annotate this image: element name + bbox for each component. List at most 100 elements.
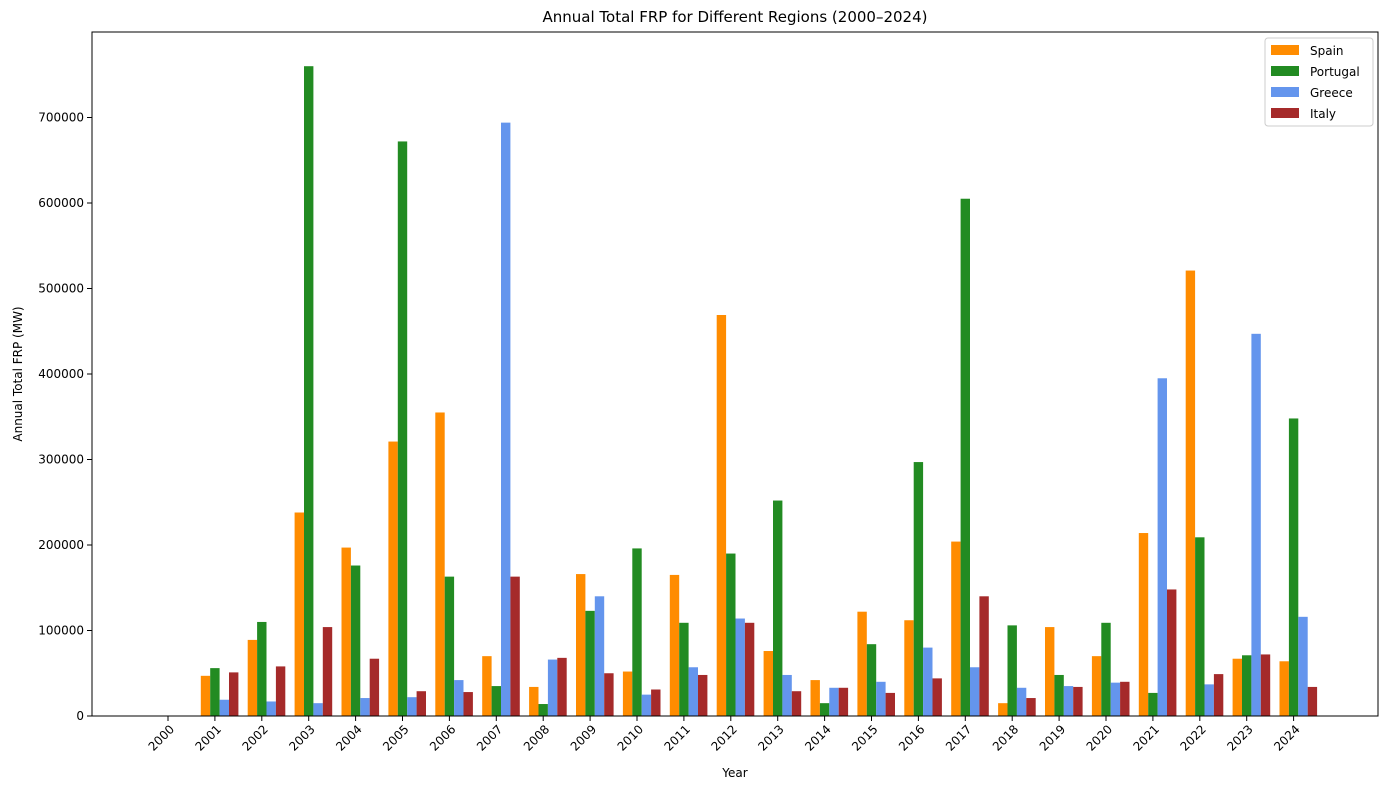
x-axis-label: Year	[721, 766, 747, 780]
bars-group	[200, 66, 1318, 717]
bar-greece-2019	[1063, 686, 1074, 716]
bar-greece-2011	[688, 667, 698, 716]
bar-spain-2016	[904, 620, 914, 716]
bar-greece-2001	[219, 699, 229, 716]
bar-italy-2011	[698, 674, 708, 716]
bar-portugal-2001	[210, 668, 220, 716]
x-tick-label: 2002	[239, 722, 270, 753]
bar-greece-2007	[501, 122, 511, 716]
bar-spain-2011	[669, 574, 680, 716]
bar-italy-2003	[322, 627, 333, 716]
bar-italy-2018	[1026, 698, 1036, 716]
legend-label-greece: Greece	[1310, 86, 1353, 100]
bar-italy-2005	[416, 691, 426, 716]
bar-greece-2006	[454, 680, 464, 716]
bar-spain-2005	[388, 441, 398, 716]
y-tick-label: 200000	[38, 538, 84, 552]
legend: Spain Portugal Greece Italy	[1264, 37, 1374, 127]
bar-portugal-2013	[773, 500, 783, 716]
bar-greece-2003	[313, 703, 323, 716]
bar-greece-2005	[407, 697, 417, 716]
bar-greece-2014	[829, 687, 839, 716]
bar-italy-2021	[1167, 589, 1177, 716]
bar-italy-2016	[932, 678, 942, 716]
bar-spain-2006	[435, 412, 445, 716]
x-tick-label: 2009	[568, 722, 599, 753]
chart-title: Annual Total FRP for Different Regions (…	[543, 8, 928, 26]
x-tick-label: 2006	[427, 722, 458, 753]
bar-greece-2015	[876, 681, 886, 716]
plot-frame	[91, 31, 1379, 717]
bar-italy-2004	[369, 658, 380, 716]
x-tick-label: 2000	[146, 722, 177, 753]
x-tick-label: 2016	[896, 722, 927, 753]
bar-spain-2010	[622, 671, 633, 716]
bar-portugal-2002	[257, 621, 267, 716]
x-tick-label: 2012	[708, 722, 739, 753]
x-tick-label: 2008	[521, 722, 552, 753]
bar-italy-2013	[791, 691, 802, 716]
bar-spain-2017	[951, 541, 961, 716]
bar-greece-2002	[266, 701, 276, 716]
bar-italy-2017	[979, 596, 989, 716]
y-axis-ticks: 0 100000 200000 300000 400000 500000 600000 700…	[38, 111, 92, 723]
bar-spain-2015	[857, 611, 867, 716]
y-tick-label: 700000	[38, 111, 84, 125]
x-tick-label: 2011	[662, 722, 693, 753]
bar-greece-2012	[735, 618, 745, 716]
bar-greece-2021	[1157, 378, 1167, 716]
legend-label-spain: Spain	[1310, 44, 1344, 58]
bar-italy-2002	[275, 666, 286, 716]
bar-spain-2012	[716, 315, 727, 716]
bar-italy-2022	[1213, 674, 1224, 716]
bar-spain-2022	[1185, 270, 1196, 716]
legend-label-portugal: Portugal	[1310, 65, 1360, 79]
legend-swatch-portugal	[1271, 66, 1299, 76]
bar-italy-2014	[838, 687, 849, 716]
bar-portugal-2021	[1148, 692, 1158, 716]
bar-greece-2016	[923, 647, 933, 716]
bar-spain-2020	[1091, 656, 1102, 716]
bar-greece-2018	[1016, 687, 1027, 716]
bar-portugal-2009	[585, 610, 595, 716]
bar-portugal-2022	[1195, 537, 1205, 716]
bar-portugal-2016	[913, 462, 924, 716]
bar-spain-2007	[482, 656, 492, 716]
x-tick-label: 2014	[802, 722, 833, 753]
y-tick-label: 600000	[38, 196, 84, 210]
x-tick-label: 2003	[286, 722, 317, 753]
bar-portugal-2014	[819, 703, 830, 716]
bar-greece-2022	[1204, 684, 1214, 716]
bar-portugal-2018	[1007, 625, 1017, 716]
bar-spain-2013	[763, 651, 773, 716]
x-tick-label: 2015	[849, 722, 880, 753]
bar-spain-2021	[1138, 533, 1149, 716]
bar-spain-2018	[998, 703, 1008, 716]
x-tick-label: 2013	[755, 722, 786, 753]
y-tick-label: 400000	[38, 367, 84, 381]
x-tick-label: 2021	[1131, 722, 1162, 753]
x-tick-label: 2007	[474, 722, 505, 753]
x-tick-label: 2010	[615, 722, 646, 753]
legend-box	[1264, 37, 1374, 127]
bar-italy-2024	[1307, 686, 1318, 716]
bar-italy-2010	[651, 689, 661, 716]
bar-italy-2008	[557, 657, 567, 716]
bar-portugal-2008	[538, 704, 548, 716]
bar-spain-2024	[1279, 661, 1289, 716]
bar-spain-2003	[294, 512, 304, 716]
bar-portugal-2006	[444, 576, 455, 716]
bar-greece-2010	[641, 694, 652, 717]
y-tick-label: 300000	[38, 453, 84, 467]
bar-portugal-2023	[1242, 655, 1252, 716]
bar-portugal-2003	[304, 66, 314, 716]
bar-portugal-2019	[1054, 674, 1064, 716]
bar-spain-2002	[247, 639, 258, 716]
bar-portugal-2012	[726, 553, 736, 716]
bar-portugal-2020	[1101, 622, 1111, 716]
bar-spain-2009	[576, 574, 586, 716]
bar-greece-2004	[360, 698, 370, 716]
bar-italy-2015	[885, 692, 895, 716]
x-tick-label: 2019	[1037, 722, 1068, 753]
